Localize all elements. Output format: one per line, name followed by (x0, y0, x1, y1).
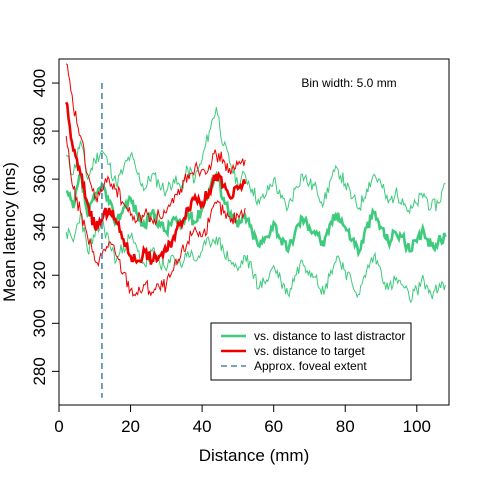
x-tick-label: 60 (264, 417, 283, 436)
series-target-mean-line (65, 101, 247, 265)
y-tick-label: 400 (30, 69, 49, 97)
y-tick-label: 280 (30, 357, 49, 385)
legend-label-foveal: Approx. foveal extent (254, 359, 367, 373)
x-tick-label: 80 (336, 417, 355, 436)
series-distractor-upper-band (65, 107, 446, 215)
x-tick-label: 100 (403, 417, 431, 436)
y-axis: 280 300 320 340 360 380 400 (30, 69, 59, 386)
series-distractor-mean-line (65, 170, 447, 258)
x-tick-label: 40 (193, 417, 212, 436)
plot-area (65, 63, 447, 398)
bin-width-annotation: Bin width: 5.0 mm (301, 76, 396, 90)
y-tick-label: 320 (30, 261, 49, 289)
series-target-upper-band (65, 63, 246, 226)
plot-frame (58, 58, 450, 406)
y-tick-label: 340 (30, 213, 49, 241)
series-target-lower-band (65, 135, 246, 298)
legend-label-target: vs. distance to target (254, 344, 365, 358)
x-axis-title: Distance (mm) (199, 446, 310, 465)
y-tick-label: 380 (30, 117, 49, 145)
legend-label-distractor: vs. distance to last distractor (254, 329, 405, 343)
x-tick-label: 20 (121, 417, 140, 436)
series-distractor-lower-band (65, 212, 446, 304)
y-axis-title: Mean latency (ms) (0, 162, 19, 302)
y-tick-label: 300 (30, 309, 49, 337)
y-tick-label: 360 (30, 165, 49, 193)
x-axis: 0 20 40 60 80 100 (54, 405, 431, 436)
x-tick-label: 0 (54, 417, 63, 436)
legend: vs. distance to last distractor vs. dist… (210, 322, 412, 381)
